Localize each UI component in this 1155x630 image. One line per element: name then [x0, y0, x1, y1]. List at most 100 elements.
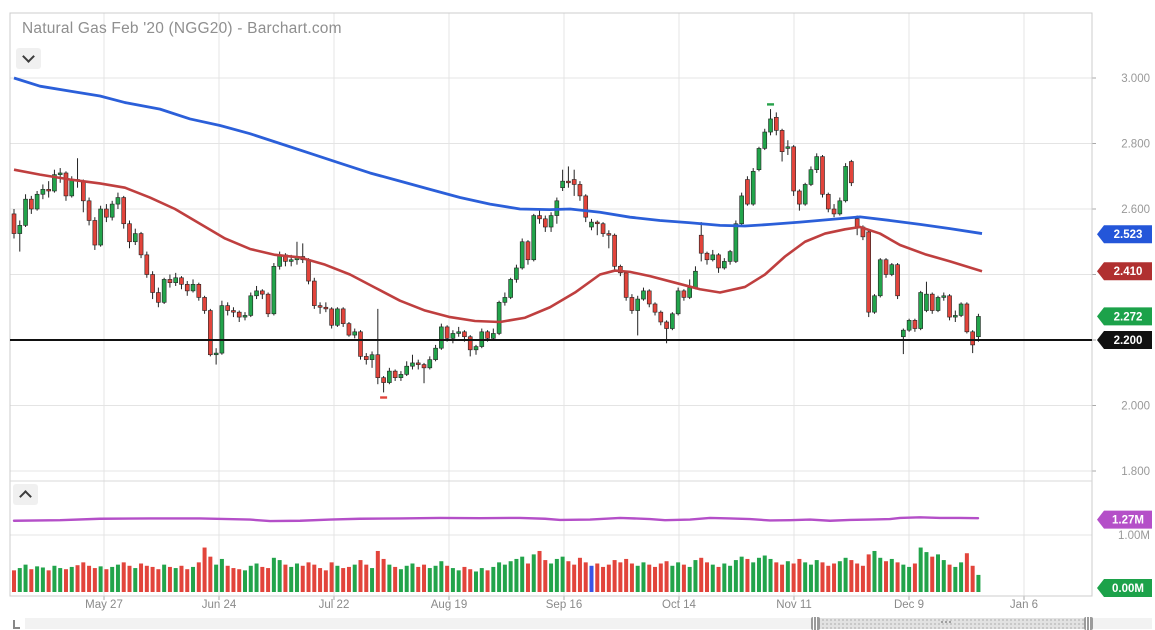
volume-bar	[710, 564, 715, 592]
volume-bar	[398, 569, 403, 592]
candle-body	[404, 365, 410, 375]
price-tag-label-hline: 2.200	[1114, 335, 1143, 347]
volume-bar	[797, 558, 802, 592]
y-axis-price-label: 3.000	[1121, 73, 1150, 85]
candle-body	[560, 180, 565, 189]
volume-bar	[110, 566, 115, 592]
candle-body	[127, 223, 132, 243]
volume-bar	[508, 561, 513, 592]
volume-bar	[427, 568, 432, 592]
volume-bar	[976, 574, 981, 592]
scrollbar-track[interactable]	[25, 618, 1152, 629]
candle-body	[208, 310, 213, 356]
candle-body	[86, 200, 92, 221]
volume-bar	[450, 568, 455, 592]
scrollbar-left-notch	[13, 620, 20, 629]
volume-bar	[884, 561, 889, 592]
candle-body	[132, 233, 138, 243]
candle-body	[439, 326, 444, 349]
candle-body	[508, 279, 513, 298]
volume-bar	[196, 562, 201, 592]
volume-bar	[23, 564, 28, 592]
y-axis-price-label: 2.600	[1121, 204, 1150, 216]
candle-body	[542, 218, 548, 228]
candle-body	[57, 172, 63, 175]
volume-bar	[756, 557, 761, 592]
volume-collapse-button[interactable]	[13, 484, 38, 505]
candle-body	[872, 295, 877, 313]
volume-bar	[422, 564, 427, 592]
volume-bar	[370, 568, 375, 592]
candle-body	[23, 198, 28, 226]
volume-bar	[87, 565, 92, 592]
candle-body	[924, 293, 929, 311]
candle-body	[473, 346, 479, 351]
candle-body	[548, 215, 554, 228]
volume-bar	[866, 554, 871, 592]
candle-body	[161, 279, 167, 303]
candle-body	[398, 374, 404, 378]
volume-bar	[514, 558, 519, 592]
volume-bar	[40, 567, 45, 592]
candle-body	[17, 225, 23, 234]
candle-body	[727, 251, 733, 262]
scrollbar-handle-left[interactable]	[811, 617, 820, 630]
volume-bar	[878, 557, 883, 592]
volume-bar	[624, 558, 629, 592]
candle-body	[641, 290, 646, 300]
candle-body	[363, 356, 369, 360]
volume-bar	[820, 562, 825, 592]
volume-bar	[768, 558, 773, 592]
volume-bar	[127, 565, 132, 592]
candle-body	[837, 200, 843, 215]
volume-bar	[29, 569, 34, 592]
candle-body	[29, 198, 34, 210]
candle-body	[317, 305, 323, 308]
volume-bar	[964, 553, 969, 592]
candle-body	[889, 264, 895, 275]
candle-body	[704, 252, 710, 261]
candle-body	[167, 279, 173, 283]
candle-body	[589, 221, 594, 228]
candle-body	[40, 189, 46, 195]
ma-long-line	[13, 76, 983, 235]
candle-body	[525, 241, 531, 261]
volume-bar	[387, 564, 392, 592]
chart-dropdown-button[interactable]	[16, 48, 41, 69]
scrollbar-handle-right[interactable]	[1084, 617, 1093, 630]
volume-bar	[889, 558, 894, 592]
candle-body	[387, 370, 392, 383]
volume-bar	[433, 565, 438, 592]
candle-body	[156, 292, 161, 303]
volume-bar	[254, 563, 259, 592]
volume-bar	[751, 562, 756, 592]
volume-bar	[814, 560, 819, 592]
volume-bar	[52, 565, 57, 592]
volume-bar	[941, 560, 946, 592]
volume-bar	[445, 565, 450, 592]
candle-body	[820, 156, 825, 195]
scrollbar-grip-dots[interactable]	[940, 621, 955, 625]
x-axis-date-label: Oct 14	[662, 599, 696, 611]
volume-bar	[456, 570, 461, 592]
volume-bar	[58, 568, 63, 592]
volume-bar	[676, 562, 681, 592]
candle-body	[964, 303, 970, 333]
candle-body	[739, 195, 744, 225]
candle-body	[664, 321, 669, 329]
volume-bar	[364, 564, 369, 592]
candle-body	[808, 169, 814, 185]
candle-body	[594, 221, 600, 225]
x-axis-date-label: Sep 16	[546, 599, 582, 611]
candle-body	[369, 354, 375, 360]
x-axis-date-label: Nov 11	[776, 599, 812, 611]
candle-body	[213, 352, 219, 356]
volume-bar	[323, 570, 328, 592]
scrollbar-range-fill[interactable]	[817, 618, 1088, 629]
volume-bar	[266, 568, 271, 592]
volume-bar	[901, 564, 906, 592]
candle-body	[612, 234, 617, 267]
candle-body	[687, 287, 692, 298]
volume-bar	[121, 562, 126, 592]
